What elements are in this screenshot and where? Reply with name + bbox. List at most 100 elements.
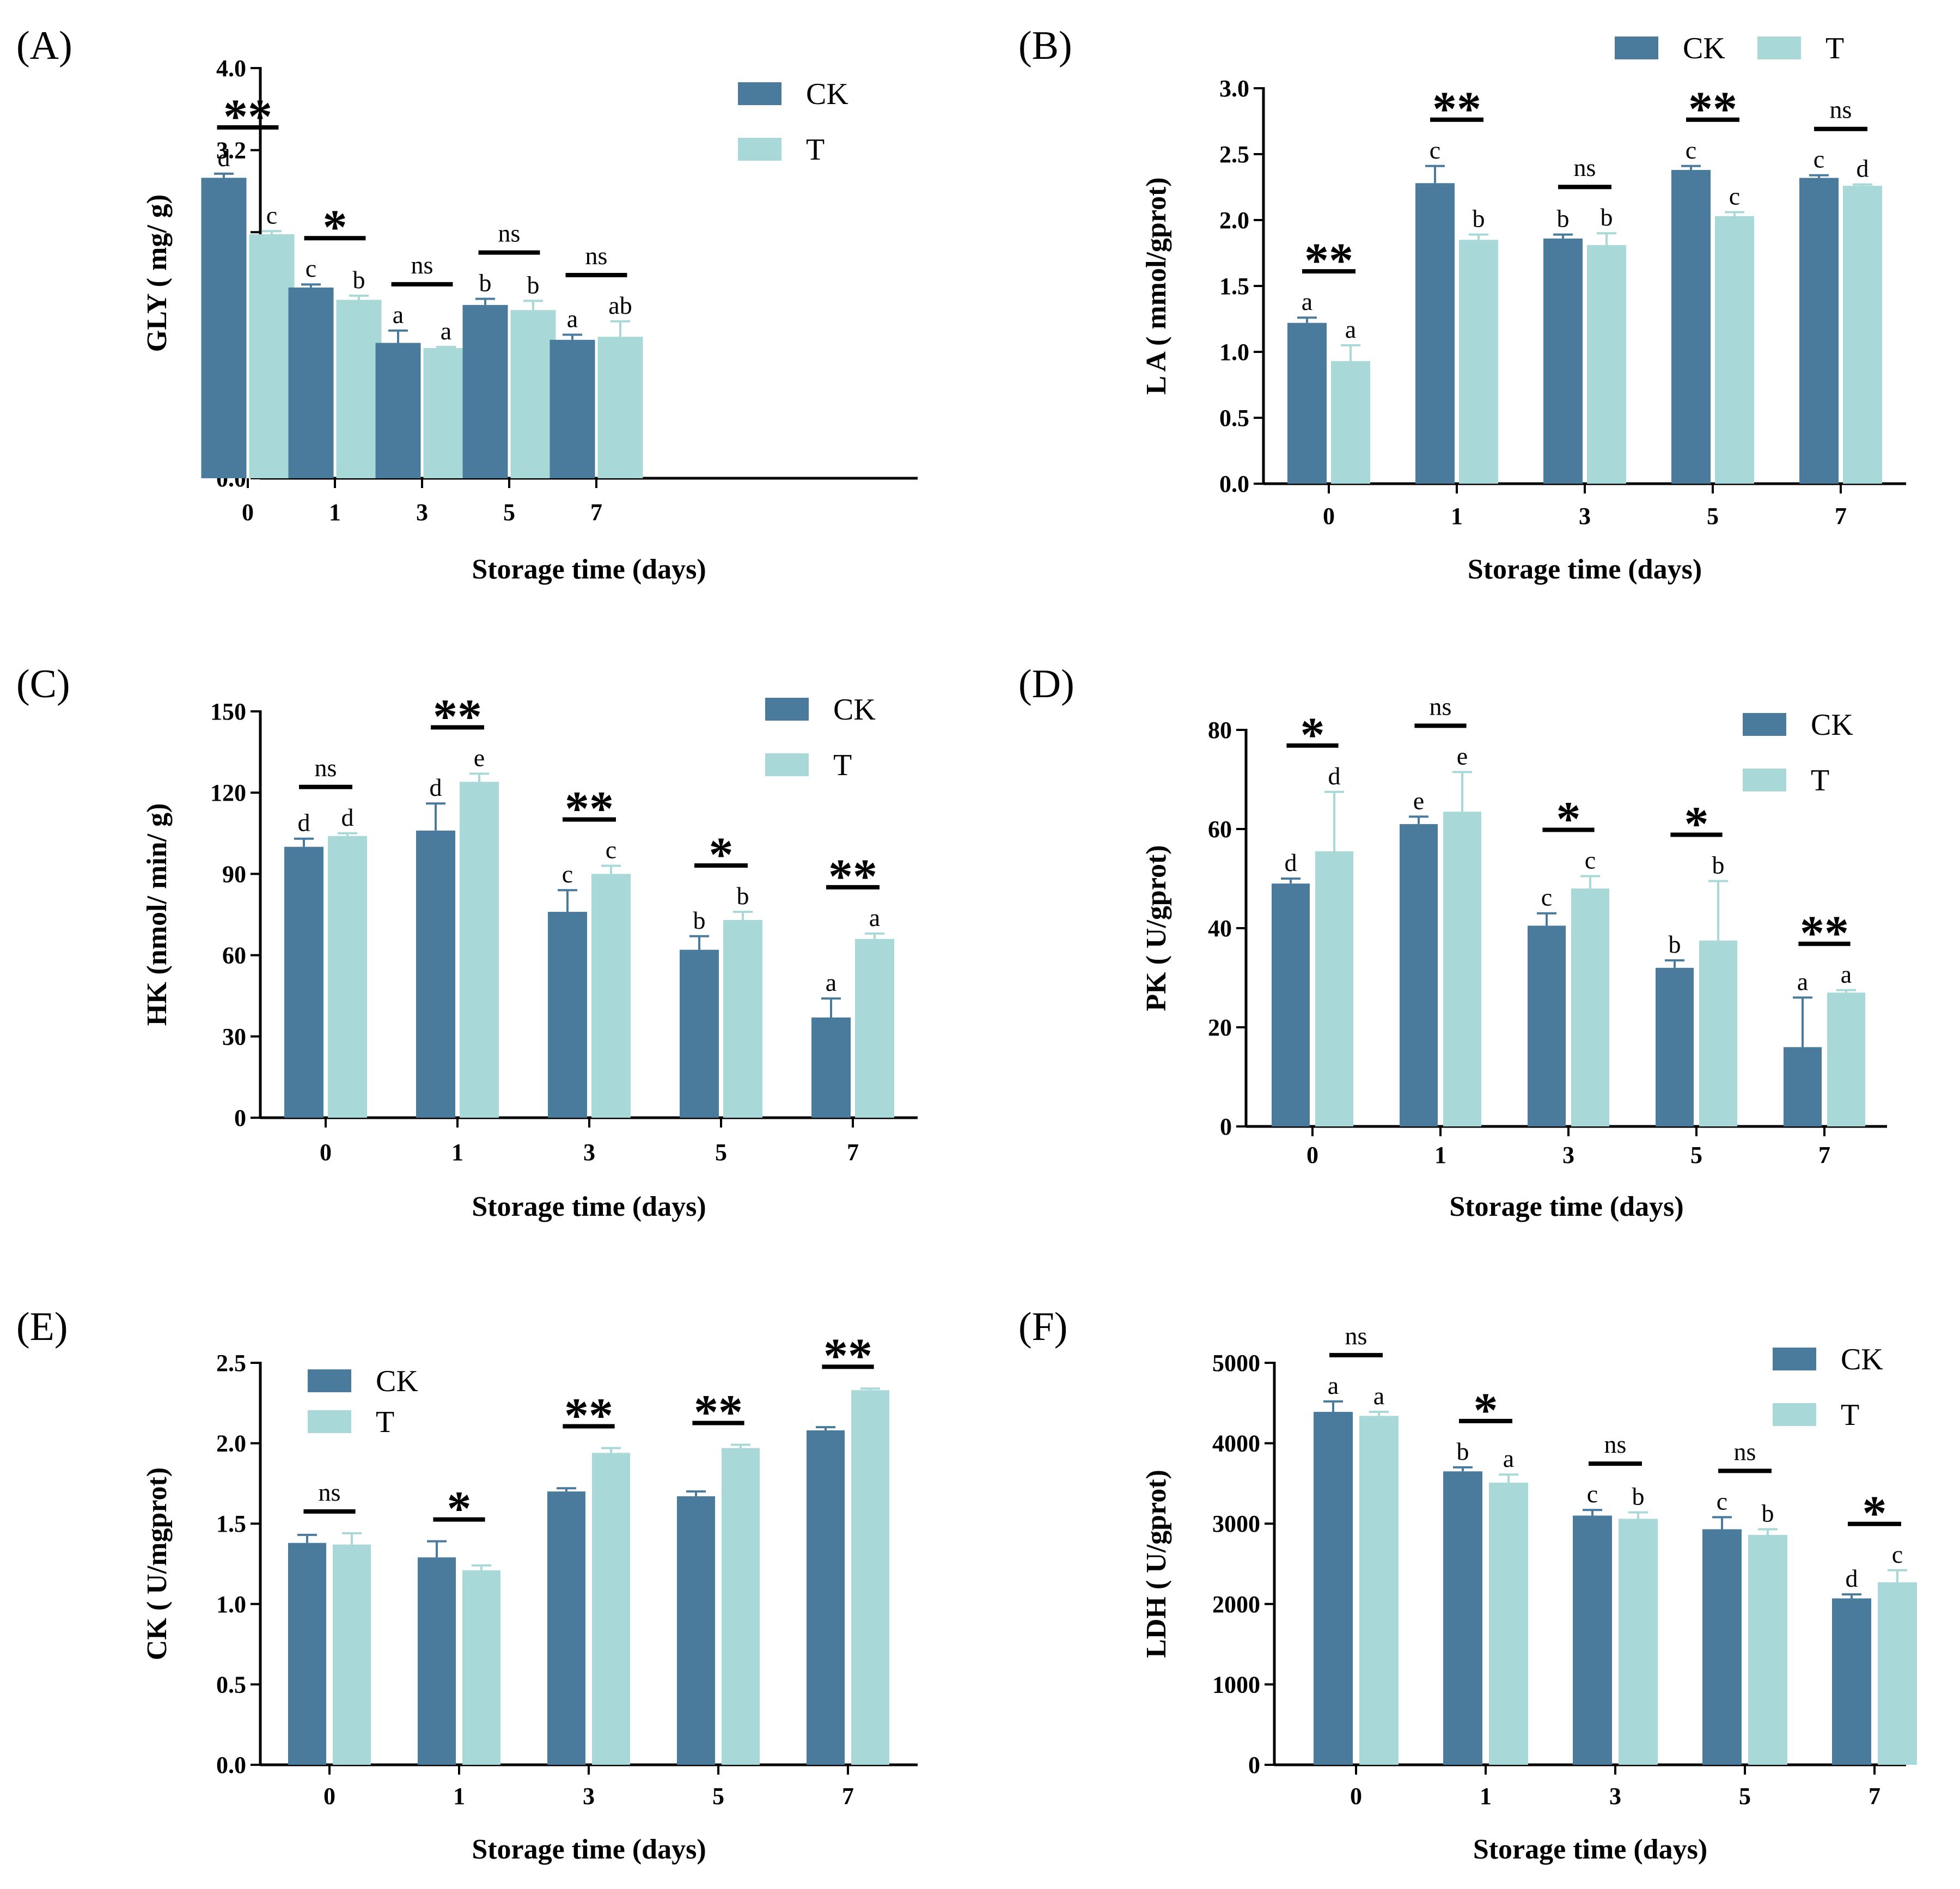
group-letter-ck: b — [693, 906, 706, 934]
x-tick-label: 7 — [1818, 1142, 1830, 1168]
y-tick-label: 150 — [210, 698, 246, 725]
group-letter-ck: a — [1797, 967, 1808, 995]
y-axis-title: PK ( U/gprot) — [1141, 845, 1172, 1011]
significance-label: * — [709, 828, 734, 882]
y-tick-label: 1000 — [1212, 1671, 1260, 1698]
legend-label-t: T — [806, 133, 825, 167]
bar-ck — [1799, 178, 1839, 484]
x-tick-label: 5 — [712, 1783, 724, 1809]
y-axis-title: CK ( U/mgprot) — [142, 1467, 173, 1660]
group-letter-t: b — [1632, 1483, 1645, 1510]
bar-ck — [1272, 883, 1310, 1126]
significance-label: ** — [564, 1388, 613, 1442]
group-letter-t: b — [527, 271, 540, 298]
x-tick-label: 1 — [1451, 503, 1463, 529]
legend-swatch-ck — [1743, 713, 1786, 736]
group-letter-t: b — [1601, 203, 1613, 231]
significance-label: * — [1474, 1384, 1498, 1437]
bar-ck — [680, 949, 719, 1118]
group-letter-ck: a — [1302, 288, 1312, 315]
significance-label: ns — [585, 242, 608, 270]
bar-t — [1489, 1482, 1528, 1765]
y-tick-label: 5000 — [1212, 1350, 1260, 1376]
group-letter-t: c — [266, 201, 277, 229]
legend-label-t: T — [833, 748, 852, 782]
bar-t — [333, 1544, 371, 1765]
bar-t — [722, 1448, 760, 1765]
bar-t — [462, 1570, 500, 1765]
bar-t — [460, 782, 499, 1118]
bar-ck — [549, 339, 595, 478]
chart-panel-2: (B) 0.0 0.5 1.0 1.5 2.0 2.5 3.0 L A ( mmol/gprot… — [1018, 23, 1906, 585]
y-tick-label: 4000 — [1212, 1430, 1260, 1457]
legend-label-t: T — [1825, 32, 1844, 65]
bar-t — [1571, 888, 1609, 1126]
group-letter-t: ab — [608, 291, 632, 319]
y-tick-label: 2.5 — [1219, 141, 1249, 168]
legend-swatch-t — [765, 753, 809, 776]
y-tick-label: 0.0 — [1219, 471, 1249, 497]
group-letter-t: a — [1503, 1445, 1514, 1472]
x-tick-label: 3 — [583, 1783, 595, 1809]
y-tick-label: 0.0 — [216, 1752, 246, 1778]
group-letter-t: c — [1729, 182, 1740, 210]
bar-t — [1619, 1519, 1658, 1765]
bar-t — [1443, 812, 1481, 1126]
group-letter-ck: d — [1285, 849, 1297, 876]
y-tick-label: 4.0 — [216, 55, 246, 82]
x-tick-label: 0 — [242, 499, 254, 526]
group-letter-t: a — [869, 904, 880, 931]
bar-t — [336, 300, 382, 478]
y-tick-label: 0.5 — [1219, 405, 1249, 431]
significance-label: ns — [1430, 692, 1452, 720]
x-tick-label: 0 — [323, 1783, 335, 1809]
bar-ck — [1702, 1529, 1742, 1765]
group-letter-t: a — [441, 317, 451, 345]
group-letter-ck: b — [1457, 1437, 1469, 1465]
y-tick-label: 0.5 — [216, 1671, 246, 1698]
significance-label: ** — [828, 850, 877, 904]
group-letter-ck: d — [298, 809, 310, 837]
legend-swatch-ck — [738, 82, 781, 105]
significance-label: ** — [1304, 234, 1353, 288]
significance-label: ns — [1734, 1437, 1756, 1465]
x-tick-label: 0 — [1350, 1783, 1362, 1809]
bar-ck — [1671, 170, 1711, 484]
group-letter-t: a — [1345, 315, 1356, 343]
group-letter-ck: c — [562, 860, 573, 888]
x-axis-title: Storage time (days) — [472, 1191, 706, 1222]
significance-label: ns — [1830, 96, 1852, 124]
significance-label: ns — [1604, 1430, 1627, 1458]
legend: CK T — [738, 77, 848, 167]
bar-t — [1459, 240, 1498, 484]
legend-swatch-t — [308, 1410, 351, 1433]
significance-label: ns — [498, 220, 521, 247]
group-letter-t: d — [341, 803, 354, 831]
group-letter-ck: c — [1430, 136, 1440, 164]
bar-ck — [1656, 967, 1694, 1126]
x-tick-label: 3 — [1609, 1783, 1621, 1809]
significance-label: ns — [411, 251, 433, 279]
chart-panel-5: (E) 0.0 0.5 1.0 1.5 2.0 2.5 CK ( U/mgprot) 0 ns 1 *… — [16, 1305, 918, 1865]
group-letter-t: c — [1892, 1540, 1903, 1568]
legend-label-ck: CK — [1841, 1343, 1883, 1376]
bar-t — [592, 1453, 630, 1765]
x-tick-label: 3 — [1579, 503, 1591, 529]
x-tick-label: 1 — [453, 1783, 465, 1809]
bar-ck — [1543, 238, 1583, 484]
bar-ck — [547, 1491, 585, 1765]
y-tick-label: 0 — [234, 1105, 246, 1131]
group-letter-t: e — [1457, 742, 1468, 770]
x-tick-label: 1 — [451, 1139, 463, 1166]
x-tick-label: 5 — [503, 499, 515, 526]
bar-t — [1587, 245, 1626, 484]
group-letter-ck: c — [1587, 1480, 1598, 1508]
group-letter-t: c — [1585, 846, 1596, 874]
group-letter-ck: d — [430, 773, 442, 801]
group-letter-ck: c — [1814, 145, 1824, 173]
legend-label-t: T — [1841, 1398, 1859, 1432]
x-axis-title: Storage time (days) — [1473, 1834, 1707, 1865]
bar-t — [1699, 940, 1737, 1126]
bar-t — [855, 939, 894, 1118]
bar-ck — [416, 830, 455, 1118]
